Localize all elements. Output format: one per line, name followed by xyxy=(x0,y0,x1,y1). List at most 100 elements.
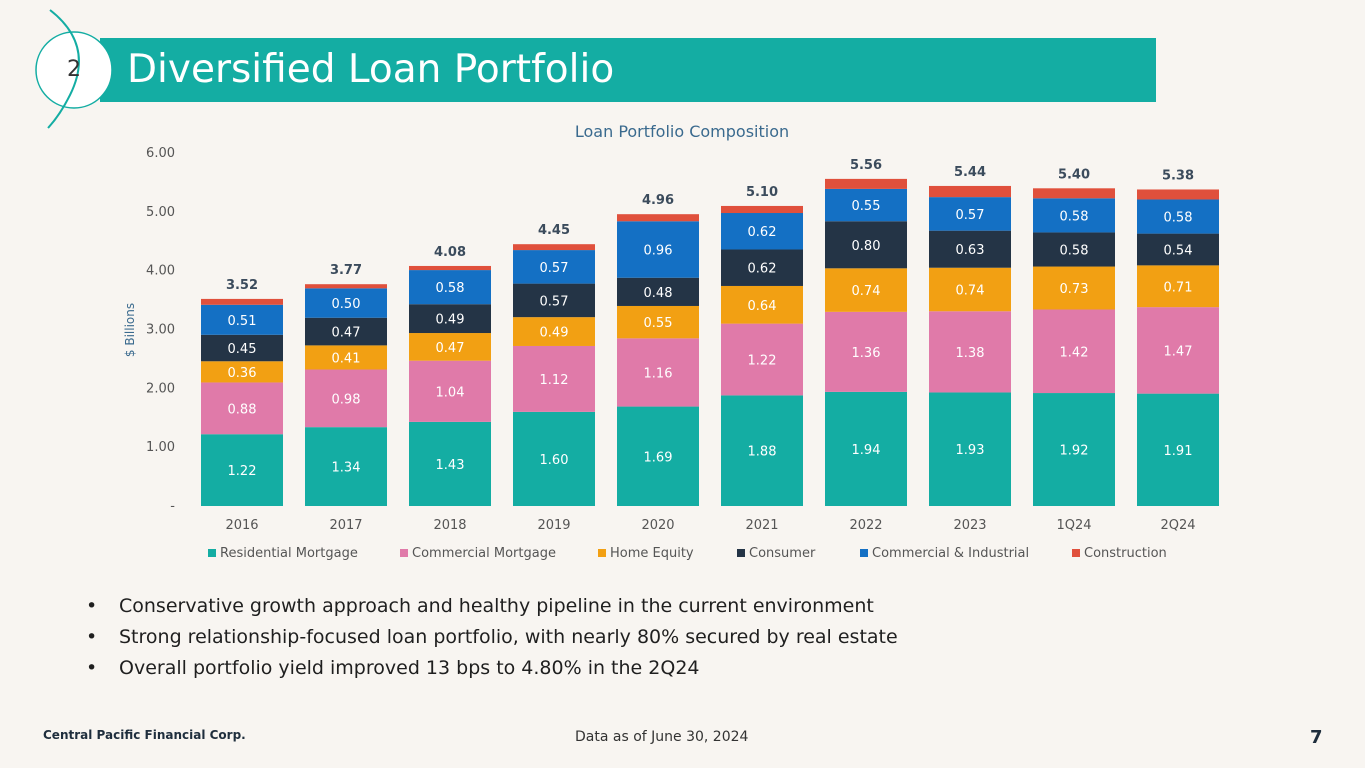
bar-segment xyxy=(721,249,803,286)
legend-swatch xyxy=(598,549,606,557)
bar-segment xyxy=(409,333,491,361)
bar-segment xyxy=(721,395,803,506)
data-label: 0.88 xyxy=(228,402,257,417)
bar-segment xyxy=(305,284,387,289)
data-label: 1.69 xyxy=(644,450,673,465)
data-label: 0.58 xyxy=(436,281,465,296)
bar-segment xyxy=(825,311,907,392)
data-label: 1.47 xyxy=(1164,344,1193,359)
bar-segment xyxy=(929,185,1011,198)
bar-segment xyxy=(305,345,387,370)
y-tick-label: 4.00 xyxy=(146,264,175,279)
x-tick-label: 2020 xyxy=(641,518,674,533)
x-tick-label: 2022 xyxy=(849,518,882,533)
legend-swatch xyxy=(737,549,745,557)
data-label: 0.58 xyxy=(1060,209,1089,224)
bar-segment xyxy=(201,298,283,305)
bar-segment xyxy=(513,250,595,284)
total-label: 3.52 xyxy=(226,278,258,293)
total-label: 3.77 xyxy=(330,263,362,278)
bar-segment xyxy=(929,230,1011,268)
y-tick-label: - xyxy=(170,499,175,514)
x-tick-label: 1Q24 xyxy=(1056,518,1091,533)
total-label: 4.45 xyxy=(538,223,570,238)
data-label: 0.57 xyxy=(956,208,985,223)
title-bar xyxy=(100,38,1156,102)
bar-segment xyxy=(201,434,283,506)
x-tick-label: 2016 xyxy=(225,518,258,533)
data-label: 0.74 xyxy=(852,284,881,299)
data-label: 0.58 xyxy=(1060,243,1089,258)
data-label: 1.43 xyxy=(436,458,465,473)
bar-segment xyxy=(929,311,1011,393)
bar-segment xyxy=(617,221,699,278)
bar-segment xyxy=(513,317,595,346)
bar-segment xyxy=(201,361,283,383)
data-label: 1.34 xyxy=(332,461,361,476)
data-label: 0.41 xyxy=(332,351,361,366)
data-label: 0.58 xyxy=(1164,211,1193,226)
data-label: 0.74 xyxy=(956,283,985,298)
bar-segment xyxy=(201,304,283,335)
bar-segment xyxy=(721,213,803,250)
data-label: 1.94 xyxy=(852,443,881,458)
page-title: Diversified Loan Portfolio xyxy=(127,47,615,92)
data-label: 0.96 xyxy=(644,243,673,258)
bar-segment xyxy=(929,392,1011,506)
bullet-list: Conservative growth approach and healthy… xyxy=(86,591,898,684)
x-tick-label: 2018 xyxy=(433,518,466,533)
x-tick-label: 2019 xyxy=(537,518,570,533)
bar-segment xyxy=(1033,198,1115,233)
data-label: 1.12 xyxy=(540,373,569,388)
data-label: 0.80 xyxy=(852,239,881,254)
legend-label: Commercial Mortgage xyxy=(412,546,556,561)
data-label: 0.64 xyxy=(748,299,777,314)
total-label: 4.96 xyxy=(642,193,674,208)
bar-segment xyxy=(305,317,387,346)
y-axis-label: $ Billions xyxy=(123,303,137,357)
data-label: 0.63 xyxy=(956,243,985,258)
bar-segment xyxy=(721,205,803,214)
data-label: 0.55 xyxy=(852,199,881,214)
total-label: 4.08 xyxy=(434,245,466,260)
data-label: 1.42 xyxy=(1060,345,1089,360)
data-label: 0.57 xyxy=(540,294,569,309)
bar-segment xyxy=(513,411,595,506)
section-badge-arc xyxy=(47,9,80,129)
bar-segment xyxy=(201,382,283,435)
bar-segment xyxy=(617,214,699,222)
bar-segment xyxy=(1137,233,1219,266)
chart-title: Loan Portfolio Composition xyxy=(575,122,789,141)
bar-segment xyxy=(409,421,491,506)
bar-segment xyxy=(825,188,907,222)
y-tick-label: 2.00 xyxy=(146,381,175,396)
legend-label: Residential Mortgage xyxy=(220,546,358,561)
bar-segment xyxy=(201,334,283,362)
bar-segment xyxy=(1033,266,1115,310)
bar-segment xyxy=(617,406,699,506)
bar-segment xyxy=(617,277,699,306)
bar-segment xyxy=(1137,199,1219,234)
x-tick-label: 2021 xyxy=(745,518,778,533)
data-label: 0.49 xyxy=(436,313,465,328)
bar-segment xyxy=(825,178,907,189)
bar-segment xyxy=(721,323,803,396)
y-tick-label: 1.00 xyxy=(146,440,175,455)
data-label: 0.47 xyxy=(332,326,361,341)
bar-segment xyxy=(305,369,387,428)
data-label: 0.47 xyxy=(436,341,465,356)
x-tick-label: 2017 xyxy=(329,518,362,533)
legend-swatch xyxy=(1072,549,1080,557)
data-label: 1.22 xyxy=(748,354,777,369)
bar-segment xyxy=(617,305,699,339)
bar-segment xyxy=(1033,188,1115,199)
data-label: 0.55 xyxy=(644,316,673,331)
bar-segment xyxy=(721,285,803,324)
total-label: 5.44 xyxy=(954,165,986,180)
bar-segment xyxy=(513,345,595,412)
total-label: 5.10 xyxy=(746,185,778,200)
data-label: 0.36 xyxy=(228,366,257,381)
bar-segment xyxy=(305,427,387,506)
data-label: 0.49 xyxy=(540,326,569,341)
data-label: 1.92 xyxy=(1060,444,1089,459)
